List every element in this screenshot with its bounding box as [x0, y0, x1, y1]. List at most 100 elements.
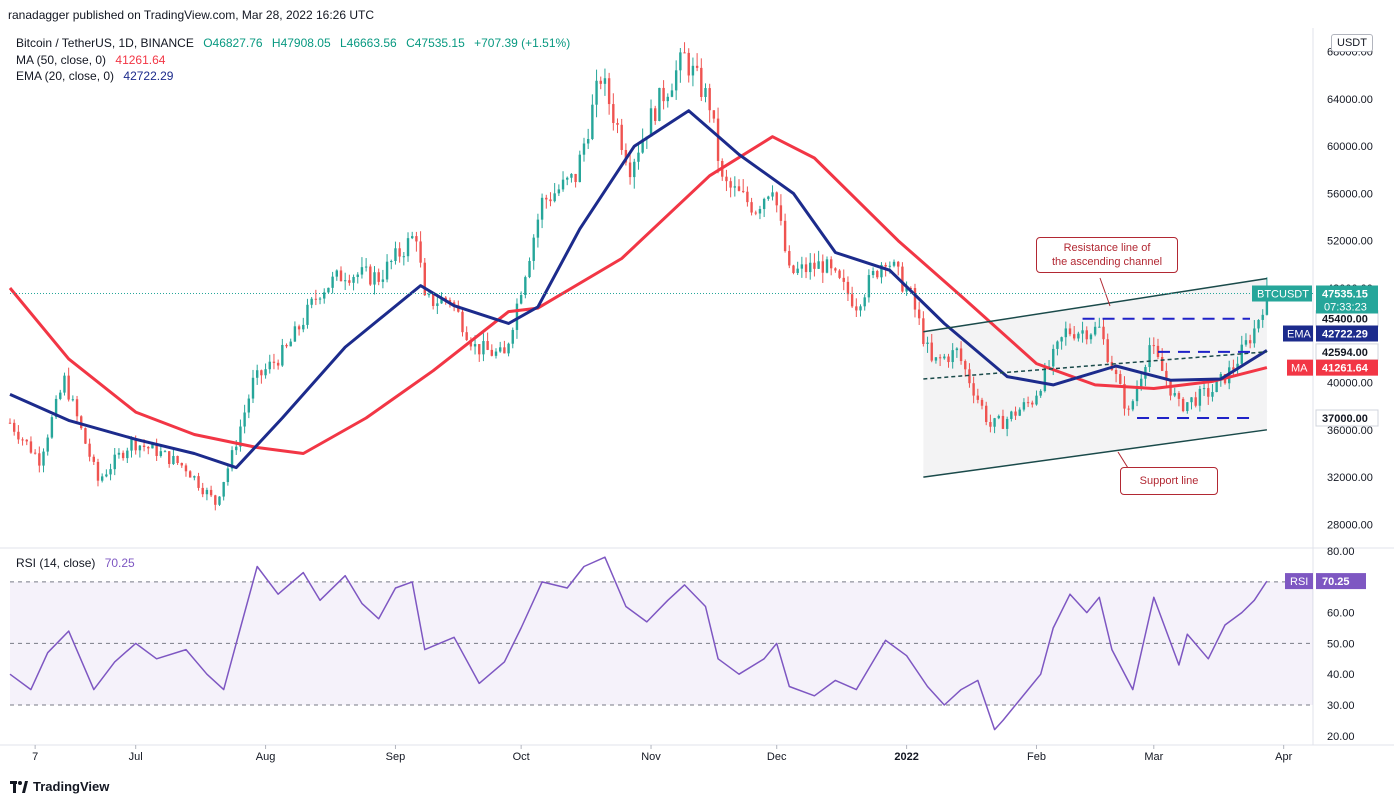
candle-body [247, 398, 251, 413]
candle [260, 369, 263, 384]
candle [117, 448, 121, 459]
candle [339, 266, 343, 282]
candle-body [641, 139, 644, 153]
candle [993, 417, 996, 434]
candle [691, 57, 695, 87]
candle [1114, 365, 1118, 383]
candle-body [293, 326, 297, 342]
candle [1181, 397, 1185, 413]
candle-body [1123, 383, 1126, 409]
candle-body [578, 154, 582, 183]
price-axis: 28000.0032000.0036000.0040000.0044000.00… [32, 47, 1373, 763]
candle-body [63, 375, 66, 393]
candle-body [163, 451, 167, 453]
candle [545, 194, 548, 209]
candle [758, 205, 762, 220]
candle-body [444, 297, 447, 300]
candle-body [695, 65, 699, 68]
candle-body [511, 329, 514, 344]
candle-body [980, 399, 984, 406]
time-tick-label: 7 [32, 751, 38, 763]
candle-body [930, 342, 933, 361]
candle [964, 359, 967, 377]
candle [804, 257, 808, 279]
candle-body [100, 476, 104, 481]
tradingview-logo[interactable]: TradingView [10, 779, 109, 794]
candle [561, 171, 565, 192]
candle-body [356, 274, 359, 277]
candle [490, 344, 494, 357]
candle [775, 191, 778, 213]
candle-body [130, 438, 133, 451]
candle [268, 354, 271, 374]
candle-body [549, 199, 552, 202]
candle [121, 450, 125, 461]
candle-body [12, 422, 16, 432]
candle [620, 118, 623, 155]
candle-body [834, 268, 837, 271]
ma-badge-value: 41261.64 [1322, 363, 1369, 375]
candle-body [222, 482, 225, 497]
candle-body [176, 455, 179, 463]
currency-button[interactable]: USDT [1331, 34, 1373, 52]
candle-body [1257, 319, 1260, 329]
candle-body [205, 489, 209, 495]
candle [507, 342, 510, 357]
candle [767, 195, 770, 201]
candle [934, 357, 938, 364]
candle [461, 306, 464, 337]
candle [1186, 402, 1189, 414]
ma-badge [1287, 359, 1313, 376]
tradingview-logo-icon [10, 780, 28, 793]
candle [532, 234, 535, 270]
candle [955, 347, 959, 358]
time-tick-label: 2022 [894, 751, 918, 763]
candle [486, 332, 489, 351]
candle-body [364, 266, 368, 268]
candle [38, 446, 41, 473]
candle [415, 231, 418, 252]
candle-body [1215, 380, 1218, 393]
candle-body [226, 468, 230, 483]
candle [1005, 416, 1009, 437]
candle-body [327, 287, 330, 293]
candle [633, 158, 636, 189]
candle [708, 83, 711, 123]
candle-body [394, 248, 397, 262]
time-tick-label: Aug [256, 751, 276, 763]
ema-line-layer [9, 109, 1268, 470]
candle [209, 485, 213, 498]
horizontal-levels [10, 277, 1313, 478]
candle-body [348, 280, 351, 283]
candle-body [804, 264, 808, 273]
candle [1098, 317, 1101, 328]
candle [239, 419, 242, 452]
ma-legend[interactable]: MA (50, close, 0) 41261.64 [16, 53, 171, 67]
rsi-legend[interactable]: RSI (14, close) 70.25 [16, 556, 141, 570]
candle [813, 253, 816, 277]
candle-body [377, 272, 380, 282]
ema-legend[interactable]: EMA (20, close, 0) 42722.29 [16, 69, 179, 83]
ema-badge-label: EMA [1287, 329, 1312, 341]
candle-body [876, 271, 879, 278]
candle [1089, 333, 1093, 344]
candle [800, 256, 804, 278]
candle-body [788, 251, 791, 266]
candle-body [796, 268, 799, 273]
ema-value: 42722.29 [123, 69, 174, 83]
candle [377, 268, 380, 286]
candle-body [1207, 388, 1210, 397]
time-tick-label: Oct [513, 751, 530, 763]
candle [524, 275, 527, 299]
candle [859, 304, 862, 317]
candle [406, 232, 410, 262]
candle [930, 333, 933, 363]
candle-body [917, 309, 921, 319]
candle [411, 231, 414, 240]
countdown-value: 07:33:23 [1324, 301, 1367, 313]
candle [465, 326, 468, 341]
candle [42, 448, 45, 473]
candle-body [1232, 367, 1235, 370]
candle-body [1165, 370, 1168, 381]
candle-body [126, 450, 129, 459]
